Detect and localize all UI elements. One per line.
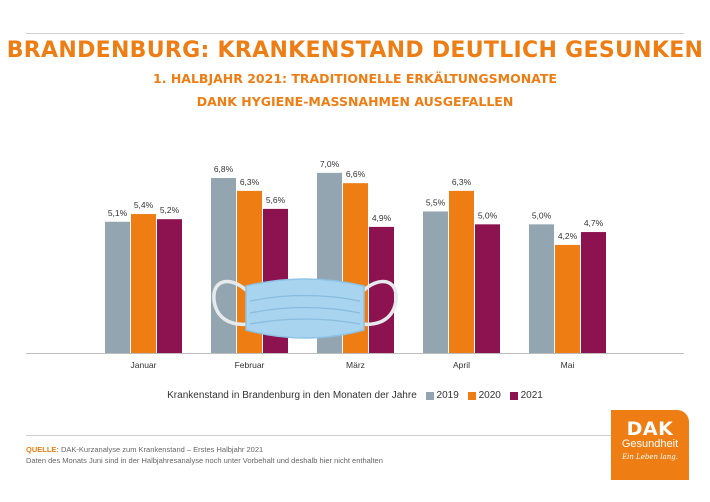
chart-subtitle-line2: DANK HYGIENE-MASSNAHMEN AUSGEFALLEN — [196, 94, 514, 109]
bar-2019-januar — [105, 221, 130, 353]
bar-2021-april — [475, 224, 500, 353]
legend: Krankenstand in Brandenburg in den Monat… — [0, 390, 710, 401]
face-mask-illustration — [212, 278, 398, 339]
source-label: QUELLE: — [26, 445, 59, 454]
bar-2019-april — [423, 211, 448, 353]
data-label-2021-april: 5,0% — [478, 210, 498, 220]
legend-label-2021: 2021 — [520, 390, 543, 401]
data-label-2020-februar: 6,3% — [240, 177, 260, 187]
bar-2020-april — [449, 190, 474, 353]
data-label-2019-februar: 6,8% — [214, 164, 234, 174]
bar-2021-märz — [369, 226, 394, 353]
x-tick-label-mai: Mai — [561, 360, 575, 370]
logo-brand: DAK — [626, 418, 674, 440]
legend-title: Krankenstand in Brandenburg in den Monat… — [167, 390, 417, 401]
data-label-2019-januar: 5,1% — [108, 208, 128, 218]
x-tick-label-februar: Februar — [235, 360, 265, 370]
legend-label-2019: 2019 — [436, 390, 459, 401]
data-label-2020-mai: 4,2% — [558, 231, 578, 241]
mask-pleat-2 — [249, 306, 361, 314]
mask-ear-loop-left — [212, 279, 250, 327]
legend-swatch-2020 — [467, 391, 476, 400]
legend-swatch-2019 — [425, 391, 434, 400]
top-rule — [26, 33, 684, 34]
data-label-2020-märz: 6,6% — [346, 169, 366, 179]
bar-2020-januar — [131, 214, 156, 353]
x-tick-label-april: April — [453, 360, 470, 370]
mask-body — [245, 278, 365, 339]
bar-chart: 5,1% 5,4% 5,2% Januar 6,8% 6,3% 5,6% Februar 7,0… — [26, 159, 684, 370]
data-label-2020-april: 6,3% — [452, 177, 472, 187]
data-label-2020-januar: 5,4% — [134, 200, 154, 210]
chart-title: BRANDENBURG: KRANKENSTAND DEUTLICH GESUN… — [6, 38, 704, 63]
source-block: QUELLE: DAK-Kurzanalyse zum Krankenstand… — [26, 444, 383, 466]
mask-ear-loop-right — [360, 279, 398, 327]
legend-label-2020: 2020 — [478, 390, 501, 401]
data-label-2019-märz: 7,0% — [320, 159, 340, 169]
data-label-2021-februar: 5,6% — [266, 195, 286, 205]
source-note: Daten des Monats Juni sind in der Halbja… — [26, 456, 383, 465]
x-tick-label-januar: Januar — [131, 360, 157, 370]
bar-2019-mai — [529, 224, 554, 353]
bar-2021-januar — [157, 219, 182, 353]
logo-slogan: Ein Leben lang. — [622, 453, 678, 461]
dak-logo: DAK Gesundheit Ein Leben lang. — [611, 410, 689, 480]
data-label-2021-märz: 4,9% — [372, 213, 392, 223]
bar-2019-februar — [211, 178, 236, 353]
logo-name: Gesundheit — [621, 438, 679, 450]
data-label-2019-mai: 5,0% — [532, 210, 552, 220]
data-label-2021-mai: 4,7% — [584, 218, 604, 228]
bar-2020-mai — [555, 244, 580, 353]
mask-pleat-1 — [249, 294, 361, 302]
data-label-2019-april: 5,5% — [426, 197, 446, 207]
mask-pleat-3 — [249, 318, 361, 325]
x-tick-label-märz: März — [346, 360, 365, 370]
bottom-rule — [26, 435, 684, 436]
source-text: DAK-Kurzanalyse zum Krankenstand – Erste… — [61, 445, 264, 454]
bar-2021-mai — [581, 232, 606, 353]
legend-swatch-2021 — [509, 391, 518, 400]
data-label-2021-januar: 5,2% — [160, 205, 180, 215]
chart-subtitle-line1: 1. HALBJAHR 2021: TRADITIONELLE ERKÄLTUN… — [153, 71, 557, 86]
